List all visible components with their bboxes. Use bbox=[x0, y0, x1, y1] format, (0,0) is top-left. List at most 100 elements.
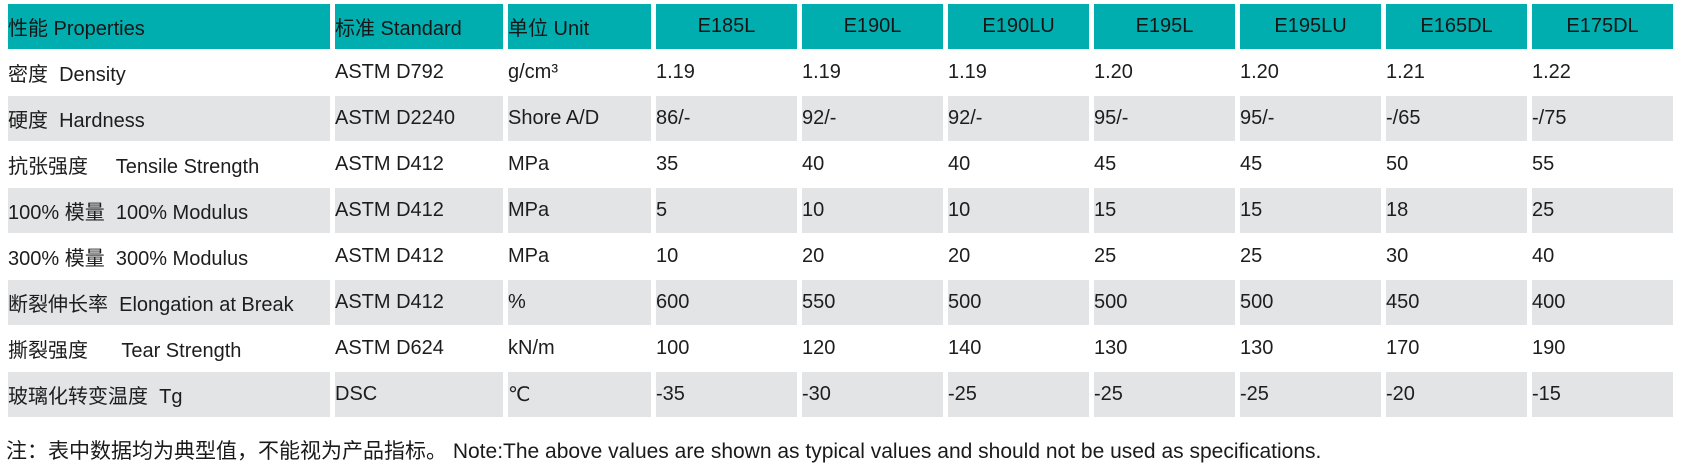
value-cell: 25 bbox=[1094, 234, 1235, 279]
value-cell: 18 bbox=[1386, 188, 1527, 233]
value-cell: 10 bbox=[656, 234, 797, 279]
unit-cell: MPa bbox=[508, 188, 651, 233]
property-cell: 撕裂强度 Tear Strength bbox=[8, 326, 330, 371]
value-cell: 400 bbox=[1532, 280, 1673, 325]
value-cell: 15 bbox=[1094, 188, 1235, 233]
value-cell: 1.20 bbox=[1094, 50, 1235, 95]
value-cell: 20 bbox=[948, 234, 1089, 279]
column-header-grade-e165dl: E165DL bbox=[1386, 4, 1527, 49]
column-header-grade-e195lu: E195LU bbox=[1240, 4, 1381, 49]
standard-cell: DSC bbox=[335, 372, 503, 417]
table-row: 100% 模量 100% Modulus ASTM D412 MPa 5 10 10 15 1… bbox=[8, 188, 1673, 233]
column-header-grade-e190lu: E190LU bbox=[948, 4, 1089, 49]
value-cell: 95/- bbox=[1094, 96, 1235, 141]
value-cell: 500 bbox=[1240, 280, 1381, 325]
value-cell: 40 bbox=[802, 142, 943, 187]
unit-cell: % bbox=[508, 280, 651, 325]
value-cell: -25 bbox=[1240, 372, 1381, 417]
value-cell: 450 bbox=[1386, 280, 1527, 325]
properties-table: 性能 Properties 标准 Standard 单位 Unit E185L E… bbox=[3, 3, 1678, 418]
unit-cell: g/cm³ bbox=[508, 50, 651, 95]
standard-cell: ASTM D624 bbox=[335, 326, 503, 371]
value-cell: -/65 bbox=[1386, 96, 1527, 141]
table-row: 玻璃化转变温度 Tg DSC ℃ -35 -30 -25 -25 -25 -20 -15 bbox=[8, 372, 1673, 417]
standard-cell: ASTM D792 bbox=[335, 50, 503, 95]
value-cell: -35 bbox=[656, 372, 797, 417]
value-cell: 500 bbox=[948, 280, 1089, 325]
column-header-grade-e175dl: E175DL bbox=[1532, 4, 1673, 49]
column-header-grade-e190l: E190L bbox=[802, 4, 943, 49]
value-cell: 140 bbox=[948, 326, 1089, 371]
value-cell: 50 bbox=[1386, 142, 1527, 187]
column-header-properties: 性能 Properties bbox=[8, 4, 330, 49]
value-cell: 130 bbox=[1094, 326, 1235, 371]
value-cell: 1.20 bbox=[1240, 50, 1381, 95]
column-header-standard: 标准 Standard bbox=[335, 4, 503, 49]
unit-cell: ℃ bbox=[508, 372, 651, 417]
table-row: 断裂伸长率 Elongation at Break ASTM D412% 600 55… bbox=[8, 280, 1673, 325]
table-row: 300% 模量 300% Modulus ASTM D412 MPa 10 20 20 25… bbox=[8, 234, 1673, 279]
unit-cell: MPa bbox=[508, 234, 651, 279]
value-cell: 40 bbox=[1532, 234, 1673, 279]
table-row: 硬度 Hardness ASTM D2240 Shore A/D 86/- 92/- 92… bbox=[8, 96, 1673, 141]
column-header-grade-e185l: E185L bbox=[656, 4, 797, 49]
property-cell: 密度 Density bbox=[8, 50, 330, 95]
value-cell: 30 bbox=[1386, 234, 1527, 279]
value-cell: -25 bbox=[1094, 372, 1235, 417]
value-cell: 86/- bbox=[656, 96, 797, 141]
unit-cell: Shore A/D bbox=[508, 96, 651, 141]
table-row: 抗张强度 Tensile Strength ASTM D412 MPa 35 40 40 4… bbox=[8, 142, 1673, 187]
value-cell: 1.19 bbox=[802, 50, 943, 95]
value-cell: 1.19 bbox=[656, 50, 797, 95]
value-cell: 20 bbox=[802, 234, 943, 279]
unit-cell: MPa bbox=[508, 142, 651, 187]
value-cell: -30 bbox=[802, 372, 943, 417]
table-row: 密度 Density ASTM D792 g/cm³ 1.19 1.19 1.19 1.20… bbox=[8, 50, 1673, 95]
value-cell: 45 bbox=[1240, 142, 1381, 187]
value-cell: -/75 bbox=[1532, 96, 1673, 141]
value-cell: 15 bbox=[1240, 188, 1381, 233]
standard-cell: ASTM D412 bbox=[335, 188, 503, 233]
value-cell: 45 bbox=[1094, 142, 1235, 187]
column-header-grade-e195l: E195L bbox=[1094, 4, 1235, 49]
value-cell: -20 bbox=[1386, 372, 1527, 417]
header-row: 性能 Properties 标准 Standard 单位 Unit E185L E… bbox=[8, 4, 1673, 49]
value-cell: 25 bbox=[1532, 188, 1673, 233]
value-cell: -15 bbox=[1532, 372, 1673, 417]
value-cell: 120 bbox=[802, 326, 943, 371]
value-cell: 170 bbox=[1386, 326, 1527, 371]
unit-cell: kN/m bbox=[508, 326, 651, 371]
value-cell: 100 bbox=[656, 326, 797, 371]
table-body: 密度 Density ASTM D792 g/cm³ 1.19 1.19 1.19 1.20… bbox=[8, 50, 1673, 417]
value-cell: 92/- bbox=[948, 96, 1089, 141]
value-cell: 190 bbox=[1532, 326, 1673, 371]
column-header-unit: 单位 Unit bbox=[508, 4, 651, 49]
value-cell: 500 bbox=[1094, 280, 1235, 325]
value-cell: 92/- bbox=[802, 96, 943, 141]
property-cell: 抗张强度 Tensile Strength bbox=[8, 142, 330, 187]
table-row: 撕裂强度 Tear Strength ASTM D624 kN/m 100 120 140… bbox=[8, 326, 1673, 371]
standard-cell: ASTM D412 bbox=[335, 280, 503, 325]
standard-cell: ASTM D412 bbox=[335, 142, 503, 187]
value-cell: 10 bbox=[802, 188, 943, 233]
property-cell: 玻璃化转变温度 Tg bbox=[8, 372, 330, 417]
value-cell: 95/- bbox=[1240, 96, 1381, 141]
value-cell: 130 bbox=[1240, 326, 1381, 371]
value-cell: -25 bbox=[948, 372, 1089, 417]
footnote: 注：表中数据均为典型值，不能视为产品指标。 Note:The above val… bbox=[6, 440, 1322, 463]
value-cell: 35 bbox=[656, 142, 797, 187]
value-cell: 600 bbox=[656, 280, 797, 325]
value-cell: 1.19 bbox=[948, 50, 1089, 95]
property-cell: 硬度 Hardness bbox=[8, 96, 330, 141]
value-cell: 1.21 bbox=[1386, 50, 1527, 95]
value-cell: 55 bbox=[1532, 142, 1673, 187]
value-cell: 550 bbox=[802, 280, 943, 325]
value-cell: 1.22 bbox=[1532, 50, 1673, 95]
value-cell: 25 bbox=[1240, 234, 1381, 279]
property-cell: 100% 模量 100% Modulus bbox=[8, 188, 330, 233]
value-cell: 5 bbox=[656, 188, 797, 233]
standard-cell: ASTM D412 bbox=[335, 234, 503, 279]
value-cell: 40 bbox=[948, 142, 1089, 187]
property-cell: 断裂伸长率 Elongation at Break bbox=[8, 280, 330, 325]
